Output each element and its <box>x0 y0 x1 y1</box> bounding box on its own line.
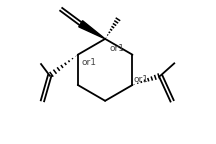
Text: or1: or1 <box>110 44 124 53</box>
Text: or1: or1 <box>81 58 96 67</box>
Polygon shape <box>79 21 105 39</box>
Text: or1: or1 <box>134 75 149 84</box>
